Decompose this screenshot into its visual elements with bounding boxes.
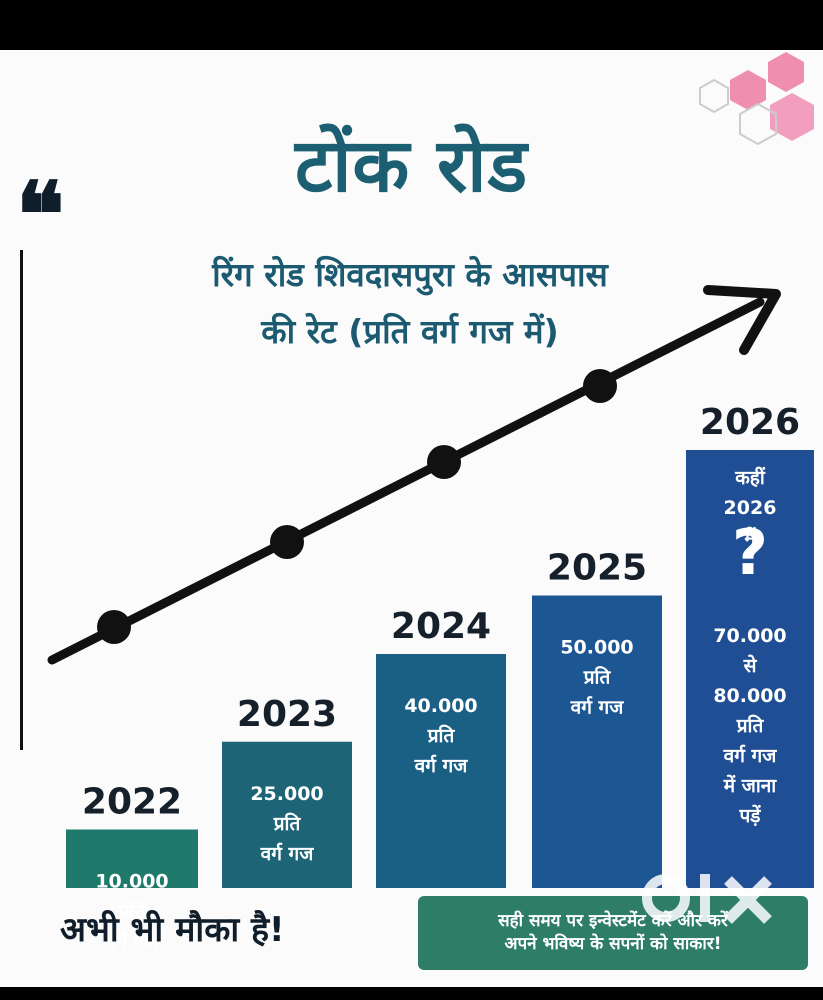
bar-label-2026-7: प्रति [736,714,765,737]
quote-line [20,250,23,750]
trend-point-2025 [583,369,617,403]
bar-label-2023-0: 25.000 [250,783,323,805]
year-label-2026: 2026 [700,402,800,443]
bar-2024 [376,654,506,888]
bar-label-2026-8: वर्ग गज [723,744,778,767]
year-label-2024: 2024 [391,606,491,647]
bar-label-2026-5: से [743,654,758,677]
trend-point-2024 [427,445,461,479]
bar-label-2025-0: 50.000 [560,637,633,659]
bar-label-2025-1: प्रति [583,666,612,689]
bar-label-2026-4: 70.000 [713,625,786,647]
year-label-2025: 2025 [547,548,647,589]
bar-label-2026-0: कहीं [734,466,766,489]
trend-point-2023 [270,525,304,559]
bar-2023 [222,741,352,888]
question-mark-icon: ? [732,516,768,589]
subtitle-line-1: रिंग रोड शिवदासपुरा के आसपास [212,255,608,294]
banner-line-2: अपने भविष्य के सपनों को साकार! [504,934,722,954]
subtitle-line-2: की रेट (प्रति वर्ग गज में) [261,312,559,351]
trend-point-2022 [97,610,131,644]
bar-label-2026-9: में जाना [723,774,778,797]
quote-mark: ❝ [16,162,65,268]
bar-2026 [686,450,814,888]
bar-label-2022-2: वर्ग गज [105,930,160,953]
hexagon-decoration-icon [699,52,814,146]
bottom-slogan: अभी भी मौका है! [60,910,285,950]
page-title: टोंक रोड [294,123,529,209]
bar-label-2026-6: 80.000 [713,685,786,707]
trend-arrow-head-icon [703,285,781,355]
bar-label-2022-1: प्रति [118,900,147,923]
bar-label-2024-2: वर्ग गज [414,754,469,777]
olx-watermark-logo [642,874,772,924]
bar-label-2023-2: वर्ग गज [260,842,315,865]
bar-label-2026-2: में [743,526,756,549]
year-label-2022: 2022 [82,782,182,823]
bar-label-2025-2: वर्ग गज [570,696,625,719]
bar-label-2022-0: 10.000 [95,871,168,893]
bar-label-2024-1: प्रति [427,724,456,747]
bar-label-2024-0: 40.000 [404,695,477,717]
bar-label-2026-10: पड़ें [739,804,762,827]
bar-label-2026-1: 2026 [724,497,777,519]
bar-2025 [532,595,662,888]
year-label-2023: 2023 [237,694,337,735]
bar-2022 [66,829,198,888]
poster: ❝ टोंक रोड रिंग रोड शिवदासपुरा के आसपास … [0,50,823,987]
trend-line [47,297,765,665]
rate-chart: 2022 10.000 प्रति वर्ग गज 2023 25.000 प्रति वर्… [47,52,814,953]
bar-label-2023-1: प्रति [273,812,302,835]
